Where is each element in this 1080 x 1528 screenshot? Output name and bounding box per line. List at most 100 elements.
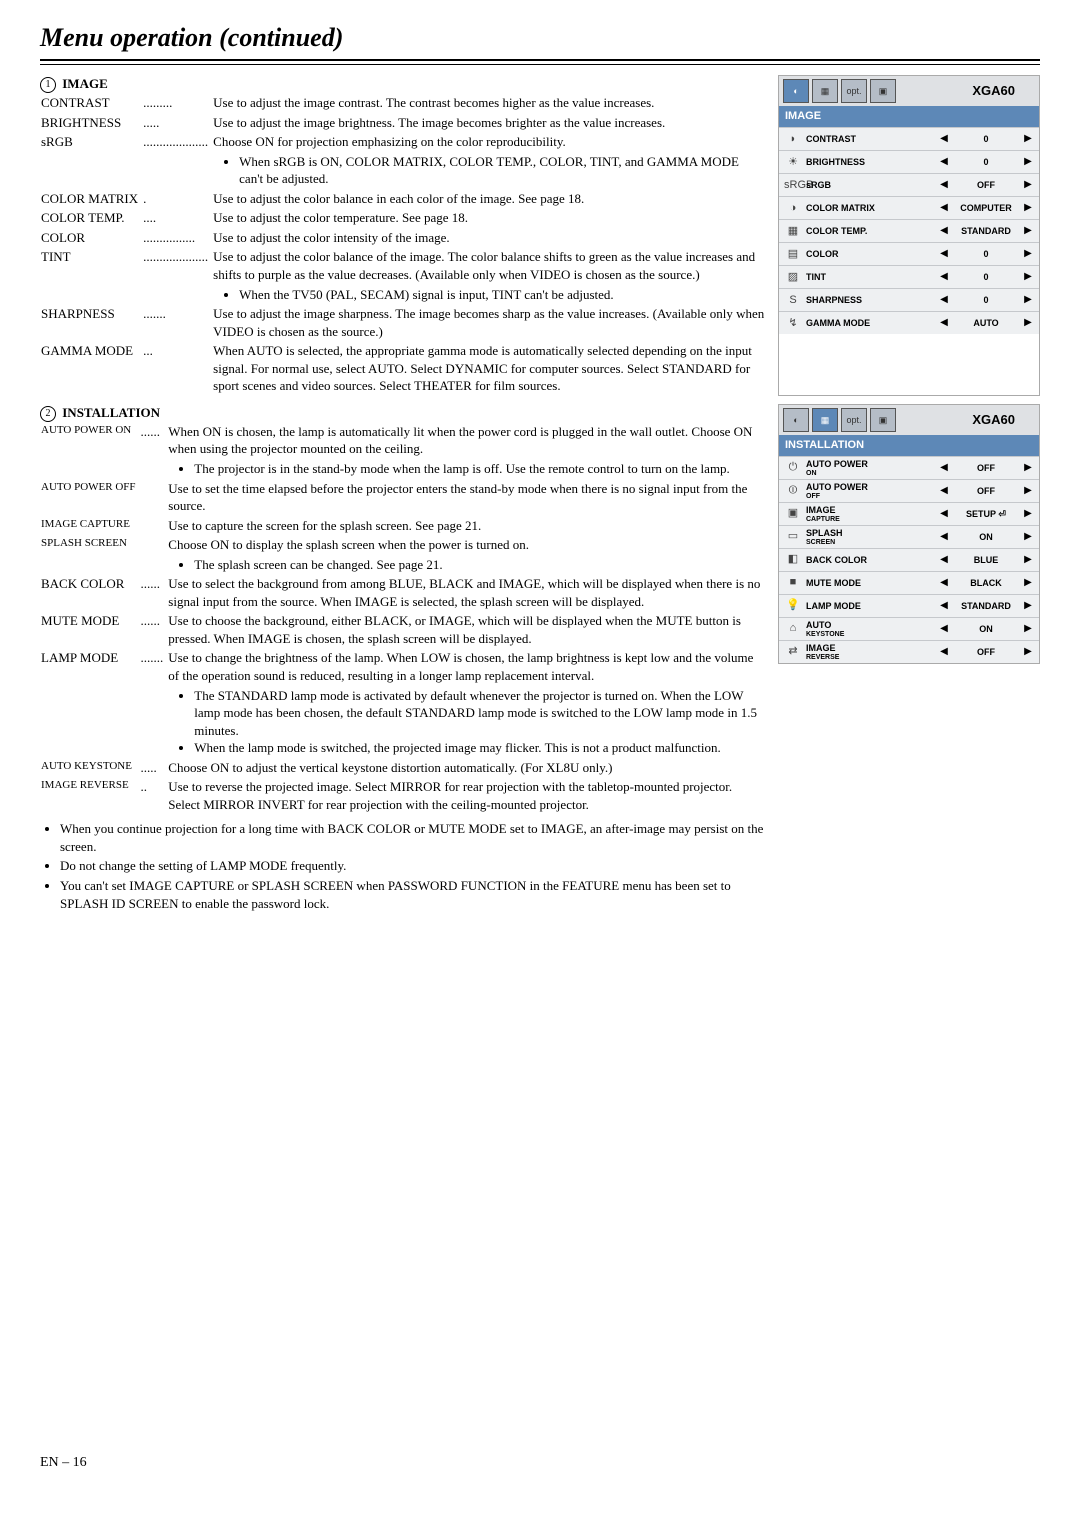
menu-row-icon: ■ <box>784 575 802 590</box>
right-arrow-icon[interactable]: ▶ <box>1022 553 1034 567</box>
left-arrow-icon[interactable]: ◀ <box>938 507 950 521</box>
menu-row-value: OFF <box>950 646 1022 658</box>
menu-row-icon: ▤ <box>784 247 802 262</box>
menu-row[interactable]: ▦COLOR TEMP.◀STANDARD▶ <box>779 219 1039 242</box>
right-arrow-icon[interactable]: ▶ <box>1022 201 1034 215</box>
menu-row-value: 0 <box>950 294 1022 306</box>
menu2-header: INSTALLATION <box>779 435 1039 456</box>
menu-row-value: AUTO <box>950 317 1022 329</box>
right-arrow-icon[interactable]: ▶ <box>1022 507 1034 521</box>
menu-row[interactable]: ↯GAMMA MODE◀AUTO▶ <box>779 311 1039 334</box>
right-arrow-icon[interactable]: ▶ <box>1022 530 1034 544</box>
right-arrow-icon[interactable]: ▶ <box>1022 599 1034 613</box>
menu-row[interactable]: ▭SPLASHSCREEN◀ON▶ <box>779 525 1039 548</box>
left-arrow-icon[interactable]: ◀ <box>938 224 950 238</box>
menu-row-value: 0 <box>950 248 1022 260</box>
menu-row-label: IMAGECAPTURE <box>802 504 938 523</box>
left-arrow-icon[interactable]: ◀ <box>938 461 950 475</box>
menu-row-icon: ⌂ <box>784 621 802 636</box>
menu-row[interactable]: ◧BACK COLOR◀BLUE▶ <box>779 548 1039 571</box>
menu-row-icon: ⇄ <box>784 644 802 659</box>
install-desc-table: AUTO POWER ON......When ON is chosen, th… <box>40 422 766 814</box>
menu-row-value: STANDARD <box>950 225 1022 237</box>
menu-row[interactable]: 💡LAMP MODE◀STANDARD▶ <box>779 594 1039 617</box>
left-arrow-icon[interactable]: ◀ <box>938 201 950 215</box>
install-notes: When you continue projection for a long … <box>60 820 766 912</box>
menu-row[interactable]: ◑COLOR MATRIX◀COMPUTER▶ <box>779 196 1039 219</box>
menu-row[interactable]: SSHARPNESS◀0▶ <box>779 288 1039 311</box>
menu-row[interactable]: ■MUTE MODE◀BLACK▶ <box>779 571 1039 594</box>
menu-row[interactable]: sRGBsRGB◀OFF▶ <box>779 173 1039 196</box>
tab-2-icon[interactable]: ▦ <box>812 79 838 103</box>
menu-tabs: ◐ ▦ opt. ▣ XGA60 <box>779 76 1039 106</box>
left-arrow-icon[interactable]: ◀ <box>938 622 950 636</box>
left-arrow-icon[interactable]: ◀ <box>938 270 950 284</box>
left-arrow-icon[interactable]: ◀ <box>938 132 950 146</box>
menu-row-label: COLOR MATRIX <box>802 202 938 214</box>
menu-row-value: BLUE <box>950 554 1022 566</box>
left-arrow-icon[interactable]: ◀ <box>938 576 950 590</box>
menu-row-label: SPLASHSCREEN <box>802 527 938 546</box>
right-arrow-icon[interactable]: ▶ <box>1022 461 1034 475</box>
menu-row[interactable]: ◗CONTRAST◀0▶ <box>779 127 1039 150</box>
menu-row-icon: S <box>784 293 802 308</box>
left-arrow-icon[interactable]: ◀ <box>938 178 950 192</box>
menu-row[interactable]: ⌂AUTOKEYSTONE◀ON▶ <box>779 617 1039 640</box>
menu-row-icon: ◧ <box>784 552 802 567</box>
image-desc-table: CONTRAST.........Use to adjust the image… <box>40 93 766 396</box>
right-arrow-icon[interactable]: ▶ <box>1022 622 1034 636</box>
tab-2-icon[interactable]: ▦ <box>812 408 838 432</box>
circled-num-2: 2 <box>40 406 56 422</box>
tab-3-icon[interactable]: opt. <box>841 408 867 432</box>
right-arrow-icon[interactable]: ▶ <box>1022 484 1034 498</box>
right-arrow-icon[interactable]: ▶ <box>1022 316 1034 330</box>
right-arrow-icon[interactable]: ▶ <box>1022 132 1034 146</box>
menu-row[interactable]: ⏻AUTO POWERON◀OFF▶ <box>779 456 1039 479</box>
menu-row-value: BLACK <box>950 577 1022 589</box>
menu-row[interactable]: ▤COLOR◀0▶ <box>779 242 1039 265</box>
menu-row-label: LAMP MODE <box>802 600 938 612</box>
left-arrow-icon[interactable]: ◀ <box>938 293 950 307</box>
menu-row-label: TINT <box>802 271 938 283</box>
left-arrow-icon[interactable]: ◀ <box>938 247 950 261</box>
tab-1-icon[interactable]: ◐ <box>783 408 809 432</box>
section-1-title: IMAGE <box>62 76 108 91</box>
note-item: When you continue projection for a long … <box>60 820 766 855</box>
left-arrow-icon[interactable]: ◀ <box>938 316 950 330</box>
left-arrow-icon[interactable]: ◀ <box>938 155 950 169</box>
menu-row[interactable]: ▣IMAGECAPTURE◀SETUP ⏎▶ <box>779 502 1039 525</box>
menu-row-value: 0 <box>950 271 1022 283</box>
right-arrow-icon[interactable]: ▶ <box>1022 645 1034 659</box>
menu-row-icon: 💡 <box>784 598 802 613</box>
right-arrow-icon[interactable]: ▶ <box>1022 247 1034 261</box>
note-item: You can't set IMAGE CAPTURE or SPLASH SC… <box>60 877 766 912</box>
menu-row[interactable]: ⏼AUTO POWEROFF◀OFF▶ <box>779 479 1039 502</box>
right-arrow-icon[interactable]: ▶ <box>1022 293 1034 307</box>
menu-row-value: STANDARD <box>950 600 1022 612</box>
menu-panel-installation: ◐ ▦ opt. ▣ XGA60 INSTALLATION ⏻AUTO POWE… <box>778 404 1040 664</box>
menu-row-icon: ☀ <box>784 155 802 170</box>
tab-4-icon[interactable]: ▣ <box>870 408 896 432</box>
menu-row-icon: ▦ <box>784 224 802 239</box>
right-arrow-icon[interactable]: ▶ <box>1022 155 1034 169</box>
left-arrow-icon[interactable]: ◀ <box>938 645 950 659</box>
left-arrow-icon[interactable]: ◀ <box>938 530 950 544</box>
tab-1-icon[interactable]: ◐ <box>783 79 809 103</box>
menu-row[interactable]: ☀BRIGHTNESS◀0▶ <box>779 150 1039 173</box>
title-divider <box>40 59 1040 65</box>
menu-row-value: COMPUTER <box>950 202 1022 214</box>
tab-3-icon[interactable]: opt. <box>841 79 867 103</box>
left-arrow-icon[interactable]: ◀ <box>938 553 950 567</box>
circled-num-1: 1 <box>40 77 56 93</box>
menu-row[interactable]: ⇄IMAGEREVERSE◀OFF▶ <box>779 640 1039 663</box>
right-arrow-icon[interactable]: ▶ <box>1022 224 1034 238</box>
note-item: Do not change the setting of LAMP MODE f… <box>60 857 766 875</box>
tab-4-icon[interactable]: ▣ <box>870 79 896 103</box>
menu-row-label: GAMMA MODE <box>802 317 938 329</box>
right-arrow-icon[interactable]: ▶ <box>1022 178 1034 192</box>
menu-row[interactable]: ▨TINT◀0▶ <box>779 265 1039 288</box>
left-arrow-icon[interactable]: ◀ <box>938 599 950 613</box>
right-arrow-icon[interactable]: ▶ <box>1022 576 1034 590</box>
right-arrow-icon[interactable]: ▶ <box>1022 270 1034 284</box>
left-arrow-icon[interactable]: ◀ <box>938 484 950 498</box>
